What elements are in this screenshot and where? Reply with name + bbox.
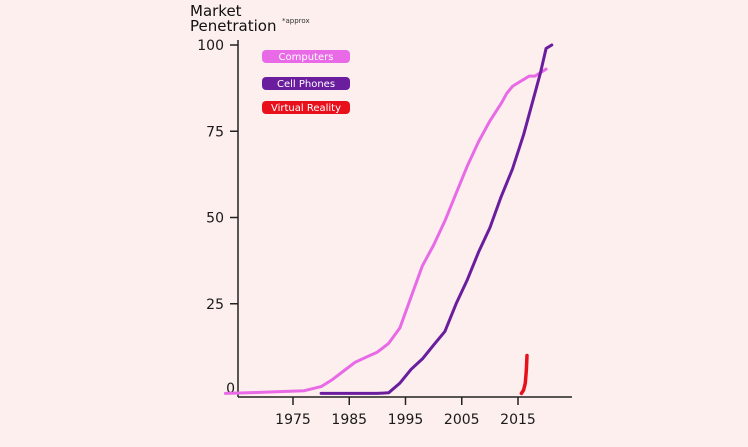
legend-swatch <box>262 77 350 90</box>
x-tick-label: 1985 <box>331 412 367 428</box>
title-line-1: Market <box>190 2 242 20</box>
title-note: *approx <box>282 17 310 25</box>
y-tick-label: 50 <box>206 211 224 227</box>
legend-swatch <box>262 50 350 63</box>
legend-label: Virtual Reality <box>271 103 341 114</box>
series-line-virtual-reality <box>519 353 529 396</box>
x-tick-label: 2005 <box>444 412 480 428</box>
x-ticks: 1975 1985 1995 2005 2015 <box>275 397 536 428</box>
title-line-2: Penetration <box>190 17 276 35</box>
x-tick-label: 2015 <box>500 412 536 428</box>
series-line-computers <box>224 67 548 395</box>
x-tick-label: 1995 <box>388 412 424 428</box>
series-lines <box>224 43 554 396</box>
y-tick-label: 100 <box>197 38 224 54</box>
y-tick-label: 0 <box>226 381 235 397</box>
series-line-cell-phones <box>319 43 554 395</box>
x-tick-label: 1975 <box>275 412 311 428</box>
legend: Computers Cell Phones Virtual Reality <box>262 50 350 114</box>
legend-swatch <box>262 101 350 114</box>
y-tick-label: 75 <box>206 124 224 140</box>
y-tick-label: 25 <box>206 297 224 313</box>
legend-label: Computers <box>279 52 334 63</box>
legend-label: Cell Phones <box>277 79 335 90</box>
y-ticks: 100 75 50 25 0 <box>197 38 238 397</box>
